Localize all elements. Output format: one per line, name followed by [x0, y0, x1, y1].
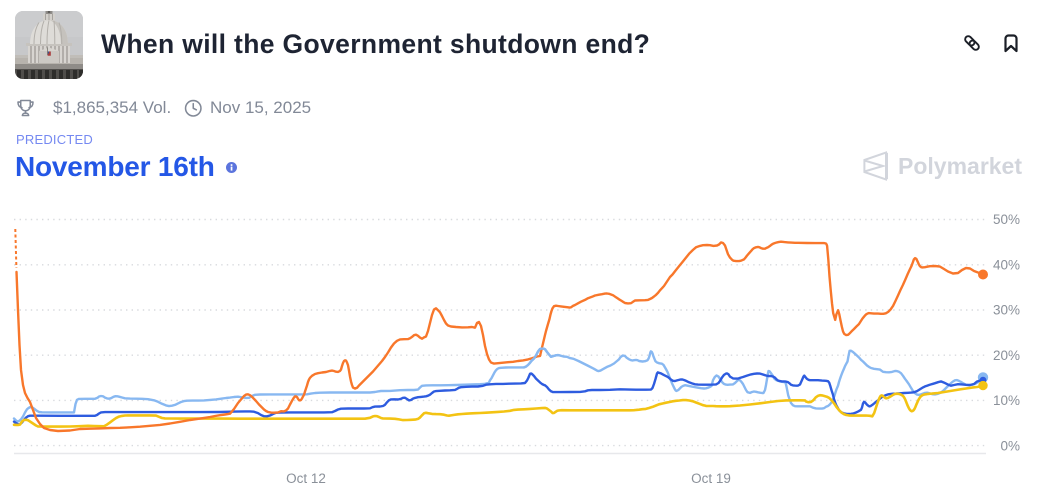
svg-text:20%: 20%: [993, 348, 1020, 363]
svg-text:40%: 40%: [993, 258, 1020, 273]
svg-text:Oct 19: Oct 19: [691, 471, 731, 486]
svg-text:0%: 0%: [1000, 438, 1020, 453]
svg-text:30%: 30%: [993, 303, 1020, 318]
svg-text:50%: 50%: [993, 212, 1020, 227]
svg-text:Oct 12: Oct 12: [286, 471, 326, 486]
svg-text:10%: 10%: [993, 393, 1020, 408]
